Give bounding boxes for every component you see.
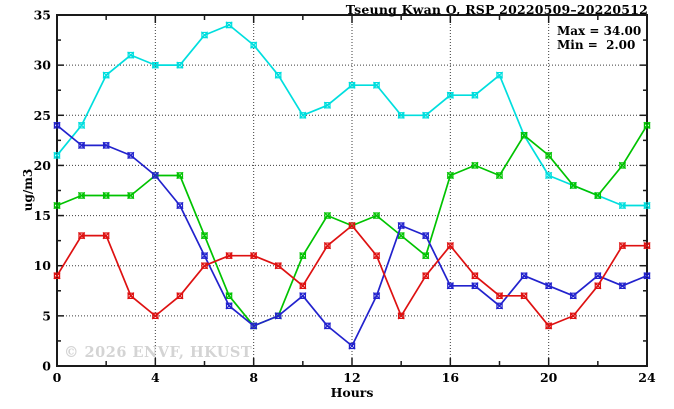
y-tick-label: 15 bbox=[34, 208, 51, 223]
y-tick-label: 20 bbox=[34, 158, 52, 173]
x-axis-label: Hours bbox=[330, 385, 374, 400]
x-tick-label: 20 bbox=[540, 370, 558, 385]
y-axis-label: ug/m3 bbox=[21, 168, 35, 212]
series-red-markers bbox=[53, 221, 651, 330]
legend-min-stat: Min = 2.00 bbox=[557, 37, 636, 52]
x-tick-label: 24 bbox=[638, 370, 656, 385]
y-tick-label: 10 bbox=[34, 258, 52, 273]
y-tick-label: 0 bbox=[42, 359, 51, 374]
plot-border bbox=[56, 14, 648, 367]
y-tick-label: 30 bbox=[34, 58, 52, 73]
x-tick-label: 16 bbox=[442, 370, 460, 385]
chart-title: Tseung Kwan O, RSP 20220509–20220512 bbox=[345, 2, 648, 17]
y-tick-label: 5 bbox=[42, 308, 51, 323]
watermark: © 2026 ENVF, HKUST bbox=[64, 344, 253, 361]
y-tick-label: 25 bbox=[34, 108, 51, 123]
series-blue-markers bbox=[53, 121, 651, 350]
y-tick-label: 35 bbox=[34, 8, 51, 23]
x-tick-label: 4 bbox=[151, 370, 160, 385]
x-tick-label: 8 bbox=[249, 370, 258, 385]
x-tick-label: 12 bbox=[343, 370, 360, 385]
legend: Max = 34.00 Min = 2.00 bbox=[557, 24, 642, 52]
x-tick-label: 0 bbox=[53, 370, 62, 385]
legend-max-stat: Max = 34.00 bbox=[557, 24, 642, 38]
